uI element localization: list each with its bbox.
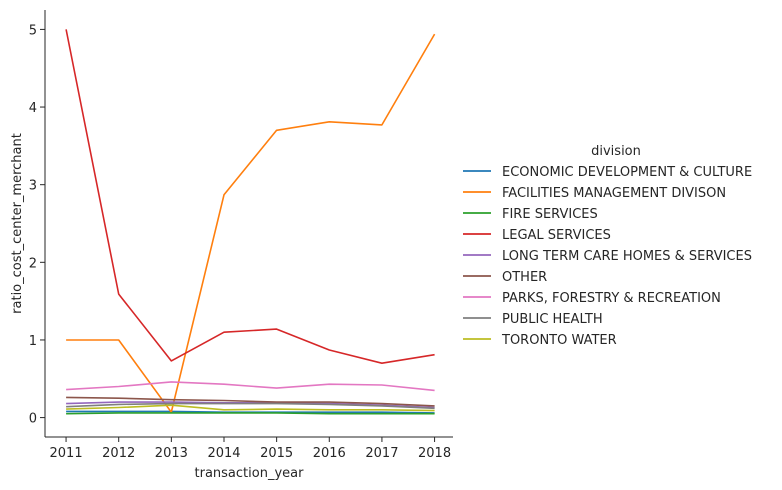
y-tick-label: 4	[29, 101, 37, 116]
y-tick-label: 0	[29, 412, 37, 427]
series-line-2	[66, 412, 435, 415]
axes: 2011 2012 2013 2014 2015 2016 2017 2018 0 1 2 3 4 5	[29, 10, 453, 461]
x-tick-label: 2018	[418, 446, 451, 461]
x-tick-label: 2016	[313, 446, 346, 461]
series-line-5	[66, 396, 435, 407]
y-axis-label: ratio_cost_center_merchant	[10, 133, 25, 314]
y-tick-label: 2	[29, 256, 37, 271]
legend-label: FIRE SERVICES	[502, 207, 598, 222]
y-tick-label: 5	[29, 23, 37, 38]
y-tick-label: 3	[29, 179, 37, 194]
plot-lines	[65, 29, 436, 415]
x-tick-label: 2017	[365, 446, 398, 461]
legend-label: FACILITIES MANAGEMENT DIVISON	[502, 186, 726, 201]
legend-label: ECONOMIC DEVELOPMENT & CULTURE	[502, 165, 752, 180]
y-tick-label: 1	[29, 334, 37, 349]
x-tick-label: 2012	[102, 446, 135, 461]
x-tick-label: 2014	[207, 446, 240, 461]
legend-label: LONG TERM CARE HOMES & SERVICES	[502, 249, 752, 264]
x-tick-label: 2015	[260, 446, 293, 461]
legend: division ECONOMIC DEVELOPMENT & CULTURE F…	[463, 144, 752, 348]
legend-label: LEGAL SERVICES	[502, 228, 611, 243]
series-line-3	[65, 29, 435, 365]
series-line-7	[66, 402, 435, 410]
series-line-1	[66, 33, 436, 414]
legend-label: PUBLIC HEALTH	[502, 312, 603, 327]
y-ticks: 0 1 2 3 4 5	[29, 23, 45, 427]
x-axis-label: transaction_year	[195, 466, 305, 481]
legend-label: TORONTO WATER	[501, 333, 617, 348]
series-line-6	[66, 381, 435, 392]
legend-items: ECONOMIC DEVELOPMENT & CULTURE FACILITIES…	[463, 165, 752, 348]
x-tick-label: 2011	[50, 446, 83, 461]
legend-label: OTHER	[502, 270, 547, 285]
legend-title: division	[591, 144, 641, 159]
legend-label: PARKS, FORESTRY & RECREATION	[502, 291, 721, 306]
series-line-8	[66, 404, 435, 412]
x-tick-label: 2013	[155, 446, 188, 461]
x-ticks: 2011 2012 2013 2014 2015 2016 2017 2018	[50, 437, 451, 461]
